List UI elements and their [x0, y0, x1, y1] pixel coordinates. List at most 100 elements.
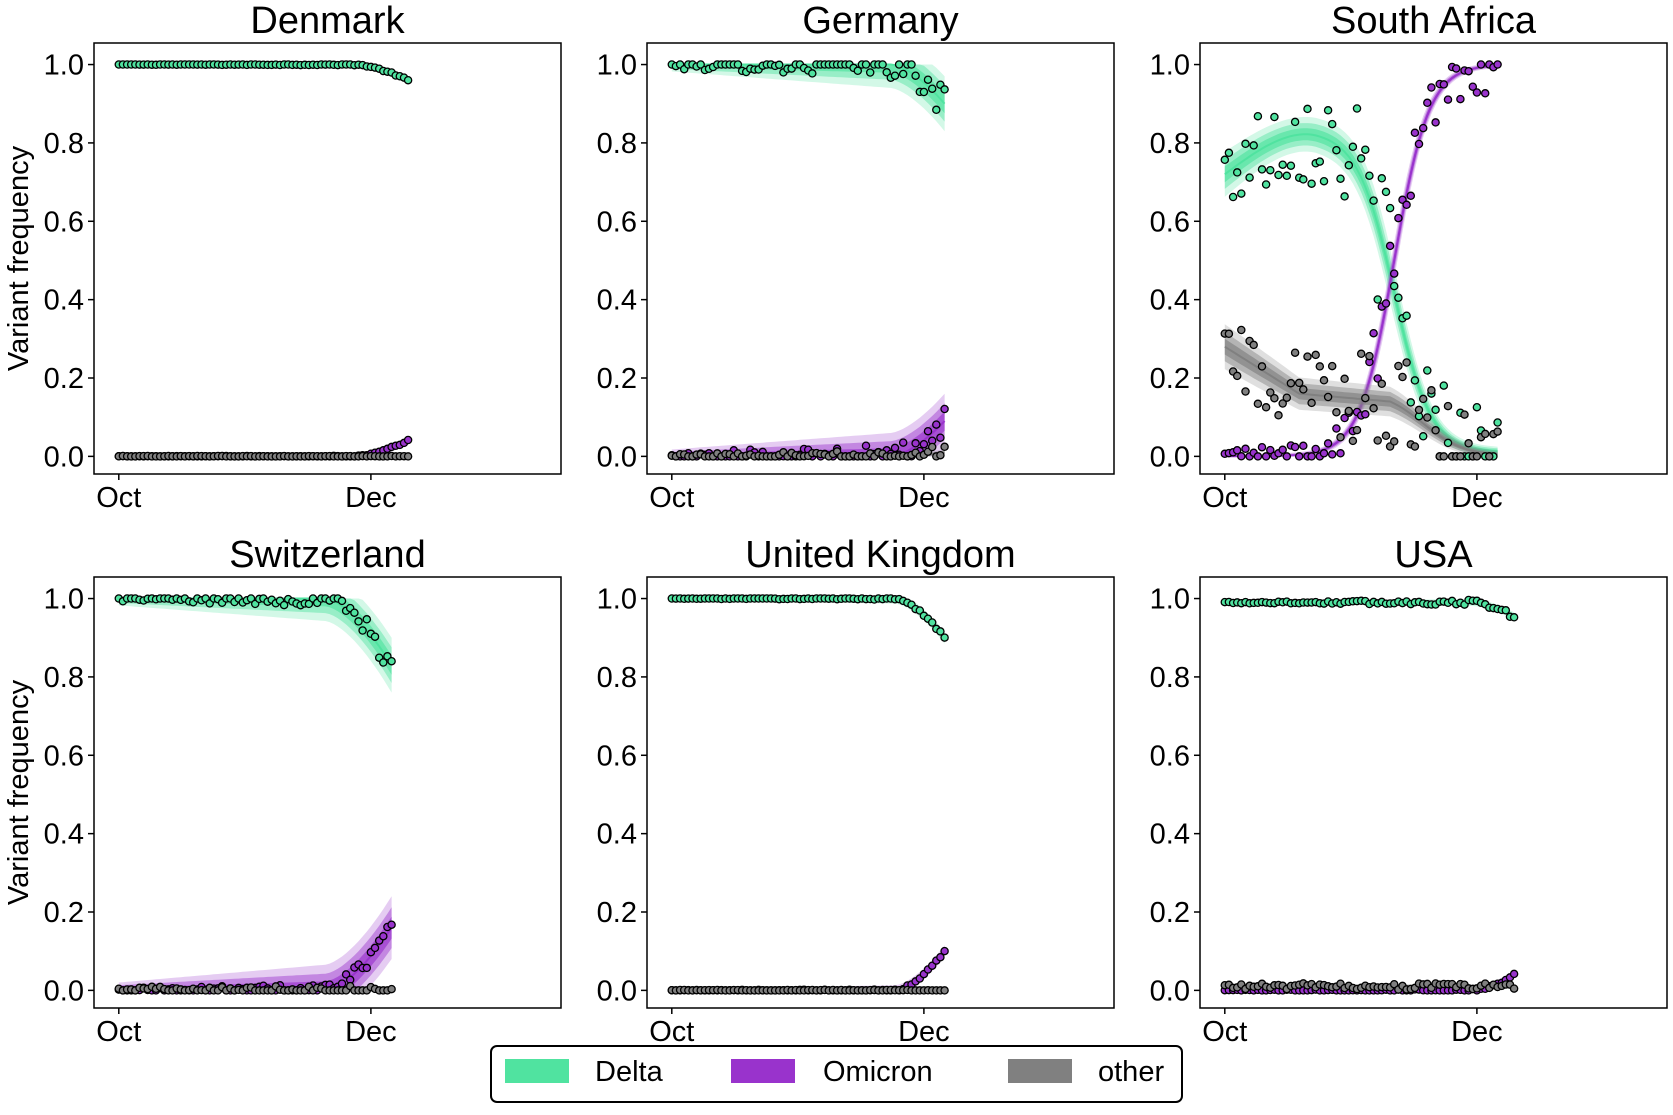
point-south-africa-omicron [1369, 328, 1378, 338]
point-germany-delta [774, 60, 784, 70]
ytick-label-usa: 0.8 [1150, 662, 1190, 694]
point-united-kingdom-delta [940, 633, 949, 642]
point-germany-omicron [861, 441, 871, 450]
point-south-africa-delta [1340, 192, 1349, 201]
panel-title-switzerland: Switzerland [229, 534, 425, 576]
point-south-africa-delta [1410, 376, 1420, 385]
point-germany-delta [878, 60, 887, 69]
point-switzerland-delta [337, 596, 347, 606]
point-germany-delta [898, 69, 908, 79]
point-germany-omicron [940, 404, 949, 414]
point-south-africa-omicron [1389, 269, 1399, 278]
ytick-label-united-kingdom: 0.4 [597, 819, 637, 851]
point-south-africa-other [1270, 393, 1279, 403]
ytick-label-germany: 0.4 [597, 285, 637, 317]
ytick-label-germany: 0.0 [597, 441, 637, 473]
band-united-kingdom-delta-0 [671, 598, 945, 644]
panels-layer: Denmark 0.0 0.2 0.4 0.6 0.8 1.0 Oct Dec Variant f… [3, 0, 1668, 1048]
point-south-africa-other [1493, 427, 1502, 436]
point-south-africa-delta [1261, 180, 1271, 189]
point-south-africa-omicron [1451, 64, 1461, 73]
point-south-africa-other [1394, 361, 1403, 371]
xtick-label-denmark: Dec [345, 482, 397, 514]
band-germany-omicron-0 [671, 393, 945, 457]
ytick-label-united-kingdom: 0.8 [597, 662, 637, 694]
point-germany-delta [894, 60, 904, 69]
point-south-africa-omicron [1261, 452, 1271, 461]
point-south-africa-other [1389, 437, 1399, 446]
point-switzerland-omicron [387, 920, 396, 929]
ytick-label-denmark: 1.0 [44, 50, 84, 82]
point-south-africa-delta [1381, 187, 1391, 197]
point-south-africa-omicron [1402, 200, 1411, 210]
ytick-label-switzerland: 0.4 [44, 819, 84, 851]
point-south-africa-other [1427, 386, 1436, 395]
xtick-label-switzerland: Dec [345, 1016, 397, 1048]
legend: Delta Omicron other [490, 1045, 1183, 1103]
point-germany-delta [932, 105, 941, 115]
point-usa-other [1509, 984, 1519, 993]
point-south-africa-omicron [1394, 213, 1403, 223]
point-south-africa-omicron [1323, 439, 1333, 448]
point-south-africa-other [1237, 325, 1246, 335]
ytick-label-denmark: 0.0 [44, 441, 84, 473]
point-south-africa-other [1336, 433, 1345, 442]
plot-area-united-kingdom [671, 597, 946, 992]
point-united-kingdom-omicron [936, 952, 945, 962]
point-south-africa-omicron [1480, 89, 1490, 98]
point-south-africa-omicron [1294, 452, 1304, 461]
point-south-africa-delta [1282, 171, 1292, 181]
point-south-africa-delta [1232, 168, 1242, 177]
point-switzerland-other [387, 984, 396, 994]
point-south-africa-omicron [1241, 444, 1250, 454]
point-south-africa-delta [1439, 381, 1449, 390]
point-south-africa-omicron [1299, 441, 1308, 451]
point-south-africa-delta [1348, 142, 1358, 152]
ytick-label-south-africa: 1.0 [1150, 50, 1190, 82]
point-germany-other [940, 442, 949, 452]
point-south-africa-other [1414, 405, 1424, 415]
point-denmark-other [403, 452, 413, 461]
point-germany-delta [890, 71, 900, 80]
point-south-africa-other [1464, 439, 1473, 448]
point-south-africa-delta [1290, 117, 1300, 127]
point-south-africa-other [1352, 425, 1362, 435]
ytick-label-usa: 0.0 [1150, 975, 1190, 1007]
point-denmark-omicron [403, 435, 413, 445]
point-switzerland-omicron [362, 963, 372, 973]
ytick-label-switzerland: 0.6 [44, 740, 84, 772]
point-germany-delta [911, 71, 920, 80]
point-south-africa-omicron [1439, 80, 1449, 89]
point-south-africa-other [1315, 362, 1325, 371]
point-south-africa-delta [1270, 112, 1279, 122]
point-south-africa-other [1224, 329, 1234, 339]
point-south-africa-other [1431, 426, 1440, 435]
point-south-africa-other [1241, 387, 1250, 396]
point-south-africa-delta [1493, 418, 1502, 427]
point-germany-delta [907, 60, 916, 69]
point-switzerland-omicron [341, 970, 351, 979]
point-germany-omicron [932, 420, 941, 429]
point-south-africa-delta [1369, 196, 1378, 205]
ytick-label-germany: 0.2 [597, 363, 637, 395]
panel-title-denmark: Denmark [250, 0, 405, 42]
point-south-africa-omicron [1431, 118, 1440, 127]
point-south-africa-delta [1299, 175, 1308, 184]
point-switzerland-delta [279, 600, 289, 610]
point-south-africa-other [1356, 349, 1366, 359]
xtick-label-south-africa: Oct [1202, 482, 1247, 514]
point-switzerland-delta [362, 615, 372, 624]
point-south-africa-other [1480, 429, 1490, 439]
panel-title-united-kingdom: United Kingdom [745, 534, 1015, 576]
plot-area-germany [671, 63, 946, 458]
axes-frame-denmark [93, 42, 562, 475]
point-south-africa-delta [1245, 173, 1254, 182]
band-germany-delta-2 [671, 64, 945, 114]
point-south-africa-delta [1377, 174, 1387, 183]
point-south-africa-other [1274, 411, 1283, 420]
point-south-africa-other [1381, 431, 1391, 441]
point-south-africa-other [1249, 340, 1258, 350]
panel-south-africa: South Africa 0.0 0.2 0.4 0.6 0.8 1.0 Oct Dec [1150, 0, 1668, 514]
point-germany-delta [853, 66, 863, 76]
